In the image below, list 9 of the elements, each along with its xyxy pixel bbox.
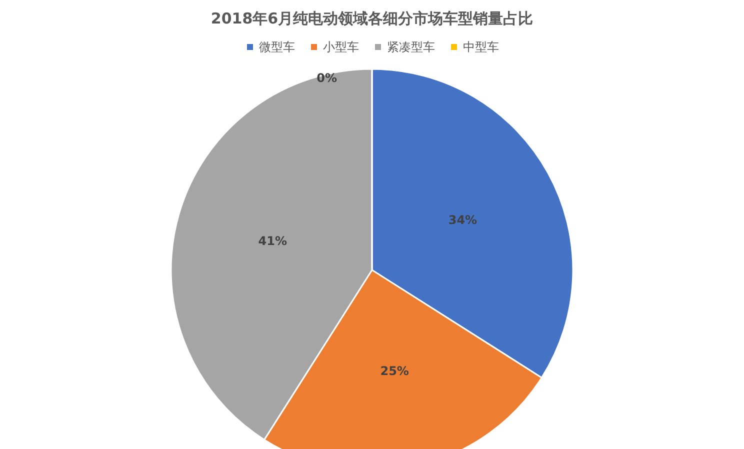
legend-label: 小型车 — [323, 40, 359, 54]
legend-label: 中型车 — [463, 40, 499, 54]
data-label: 34% — [448, 213, 478, 228]
data-label: 41% — [258, 234, 287, 248]
legend-label: 紧凑型车 — [387, 40, 435, 54]
chart-title: 2018年6月纯电动领域各细分市场车型销量占比 — [210, 10, 534, 28]
data-label: 25% — [380, 364, 409, 378]
text: 0% — [316, 71, 337, 85]
legend-label: 微型车 — [259, 40, 295, 54]
